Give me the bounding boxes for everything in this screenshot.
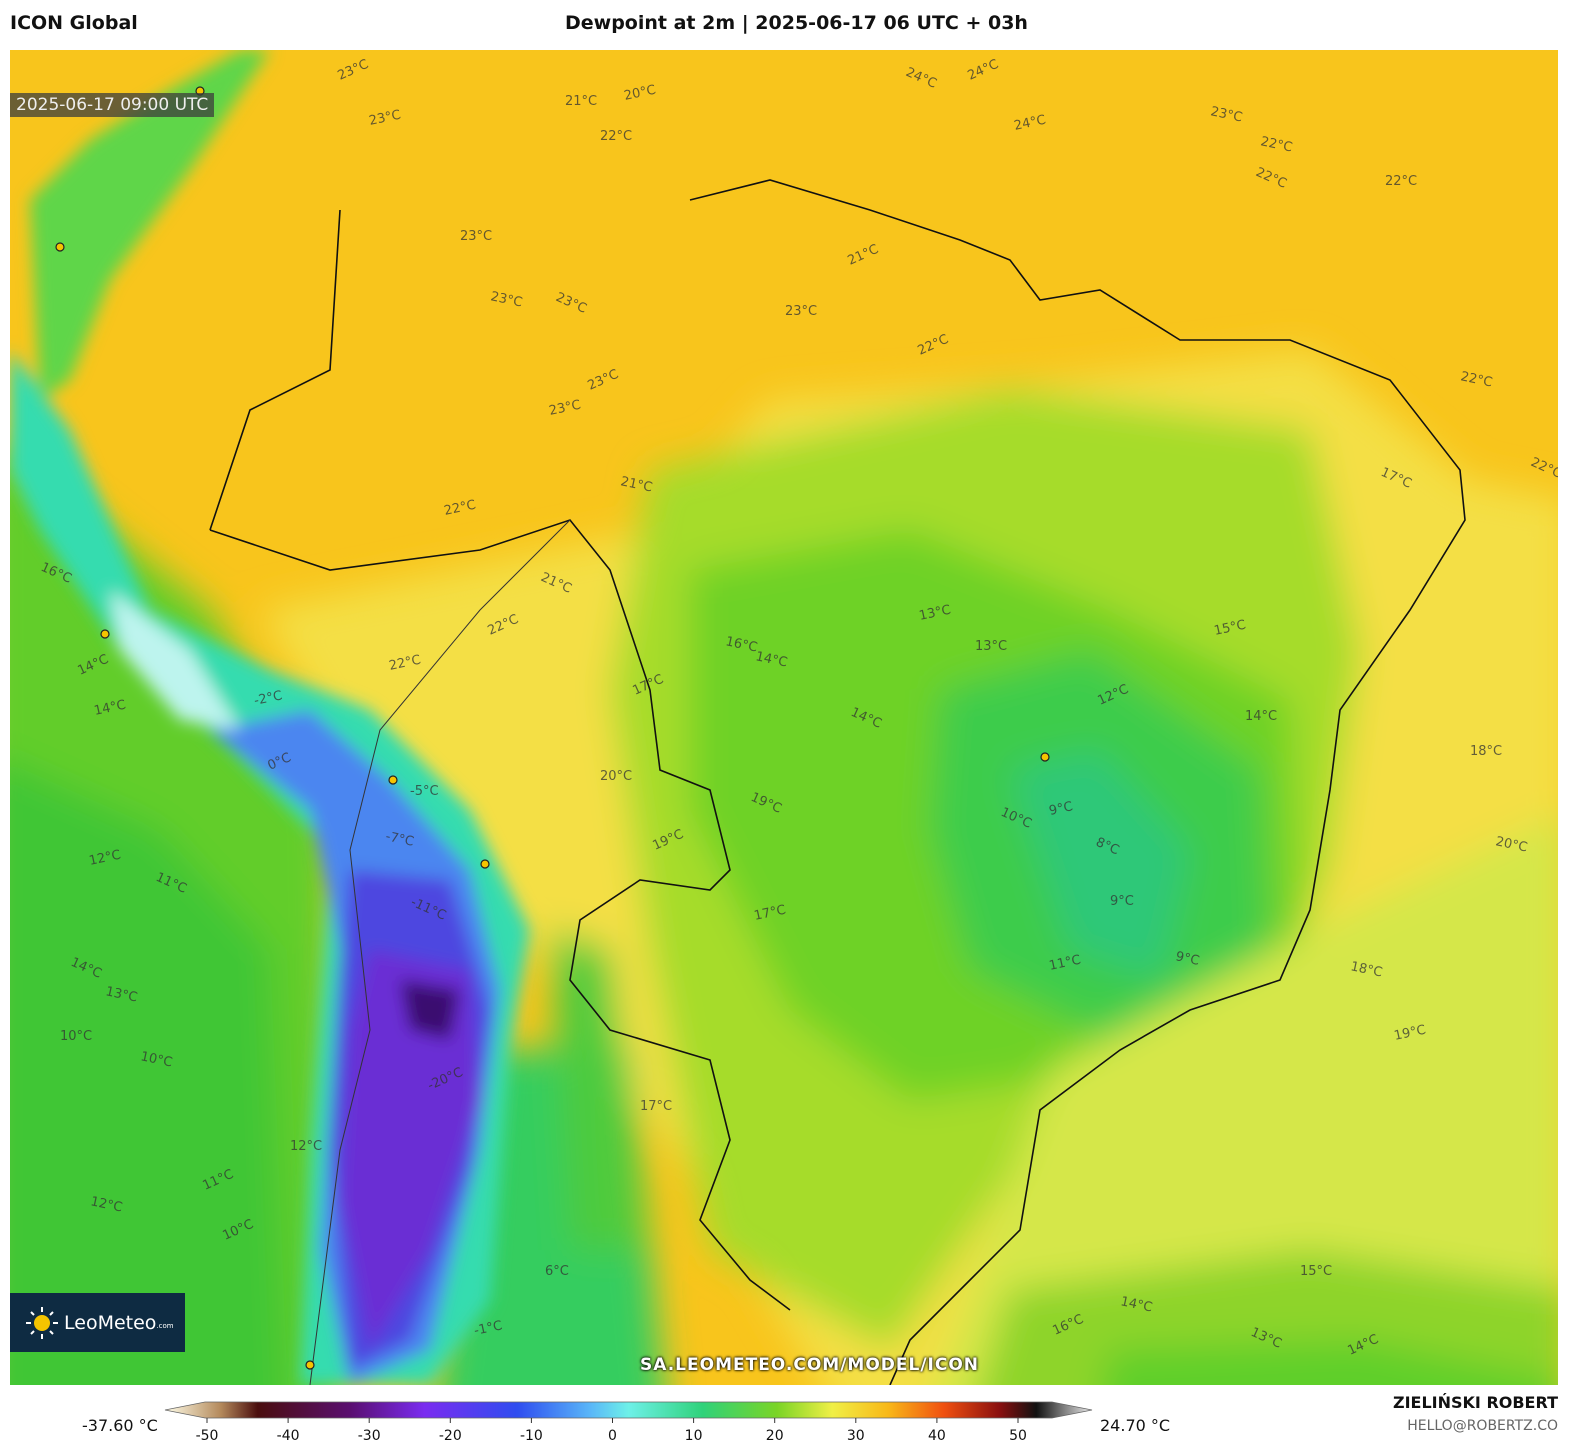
contour-label: 22°C xyxy=(1385,174,1417,189)
contour-label: 17°C xyxy=(640,1099,672,1114)
contour-label: 17°C xyxy=(753,903,788,924)
contour-label: 23°C xyxy=(489,289,524,310)
author: ZIELIŃSKI ROBERT xyxy=(1392,1393,1558,1412)
contour-label: 23°C xyxy=(368,108,403,129)
contour-label: 9°C xyxy=(1048,799,1074,819)
colorbar-tick-label: 40 xyxy=(928,1428,946,1444)
contour-label: 11°C xyxy=(1048,953,1083,974)
contour-label: 15°C xyxy=(1213,618,1248,639)
colorbar-min: -37.60 °C xyxy=(82,1416,158,1435)
contour-label: 13°C xyxy=(975,639,1007,654)
contour-label: 18°C xyxy=(1349,959,1384,980)
contour-label: 12°C xyxy=(290,1139,322,1154)
field xyxy=(10,350,1558,1385)
map-title: Dewpoint at 2m | 2025-06-17 06 UTC + 03h xyxy=(565,12,1028,34)
contour-label: 14°C xyxy=(1245,709,1277,724)
andes xyxy=(10,50,530,1385)
contour-label: 10°C xyxy=(139,1049,174,1070)
logo-suffix: .com xyxy=(156,1321,174,1330)
colorbar-tick-label: -40 xyxy=(277,1428,300,1444)
contour-label: 15°C xyxy=(1300,1264,1332,1279)
contour-label: 14°C xyxy=(93,698,128,719)
contour-label: 14°C xyxy=(754,649,789,670)
contour-label: 24°C xyxy=(1013,113,1048,134)
contour-label: 22°C xyxy=(1259,134,1294,155)
cities xyxy=(55,86,1050,1370)
contour-label: -1°C xyxy=(473,1318,504,1339)
contour-label: 16°C xyxy=(724,634,759,655)
contour-label: 22°C xyxy=(443,498,478,519)
contour-label: 20°C xyxy=(623,83,658,104)
contour-label: 19°C xyxy=(1393,1023,1428,1044)
colorbar-tick-label: -10 xyxy=(520,1428,543,1444)
colorbar-tick-label: 20 xyxy=(766,1428,784,1444)
colorbar-tick-label: -50 xyxy=(196,1428,219,1444)
map: 23°C23°C23°C23°C 23°C23°C23°C23°C23°C24°C… xyxy=(10,50,1558,1385)
contour-label: -7°C xyxy=(384,829,415,850)
logo-name: LeoMeteo xyxy=(64,1311,157,1334)
contour-label: 13°C xyxy=(918,603,953,624)
colorbar-tick-label: 30 xyxy=(847,1428,865,1444)
contour-label: 13°C xyxy=(104,984,139,1005)
email: HELLO@ROBERTZ.CO xyxy=(1407,1418,1558,1434)
contour-label: 21°C xyxy=(619,474,654,495)
contour-label: 23°C xyxy=(548,398,583,419)
timestamp: 2025-06-17 09:00 UTC xyxy=(10,93,215,117)
contour-label: 10°C xyxy=(60,1029,92,1044)
contour-label: -5°C xyxy=(410,784,439,799)
contour-label: 20°C xyxy=(600,769,632,784)
colorbar-tick-label: 10 xyxy=(685,1428,703,1444)
contour-label: 22°C xyxy=(600,129,632,144)
watermark: SA.LEOMETEO.COM/MODEL/ICON xyxy=(640,1355,980,1375)
logo: LeoMeteo .com xyxy=(10,1293,185,1352)
colorbar-tick-label: -20 xyxy=(439,1428,462,1444)
contour-label: 18°C xyxy=(1470,744,1502,759)
contour-label: 22°C xyxy=(388,653,423,674)
contour-label: 14°C xyxy=(1119,1294,1154,1315)
colorbar-tick-label: -30 xyxy=(358,1428,381,1444)
contour-label: 6°C xyxy=(545,1264,569,1279)
contour-label: 23°C xyxy=(785,304,817,319)
colorbar: -50 -40 -30 -20 -10 0 10 20 30 40 50 xyxy=(164,1401,1093,1444)
contour-label: 22°C xyxy=(1459,369,1494,390)
contour-label: 12°C xyxy=(88,848,123,869)
contour-label: 20°C xyxy=(1494,834,1529,855)
borders xyxy=(209,179,1466,1385)
colorbar-max: 24.70 °C xyxy=(1100,1416,1171,1435)
contour-label: 12°C xyxy=(89,1194,124,1215)
contour-label: 23°C xyxy=(1209,104,1244,125)
model-name: ICON Global xyxy=(10,12,138,34)
colorbar-tick-label: 0 xyxy=(608,1428,617,1444)
contour-label: 21°C xyxy=(565,94,597,109)
contour-label: 9°C xyxy=(1110,894,1134,909)
colorbar-tick-label: 50 xyxy=(1009,1428,1027,1444)
contour-label: 9°C xyxy=(1174,949,1200,969)
logo-sun xyxy=(26,1306,58,1339)
colorbar-gradient xyxy=(164,1401,1093,1419)
contour-label: -2°C xyxy=(253,688,284,709)
contour-label: 23°C xyxy=(460,229,492,244)
